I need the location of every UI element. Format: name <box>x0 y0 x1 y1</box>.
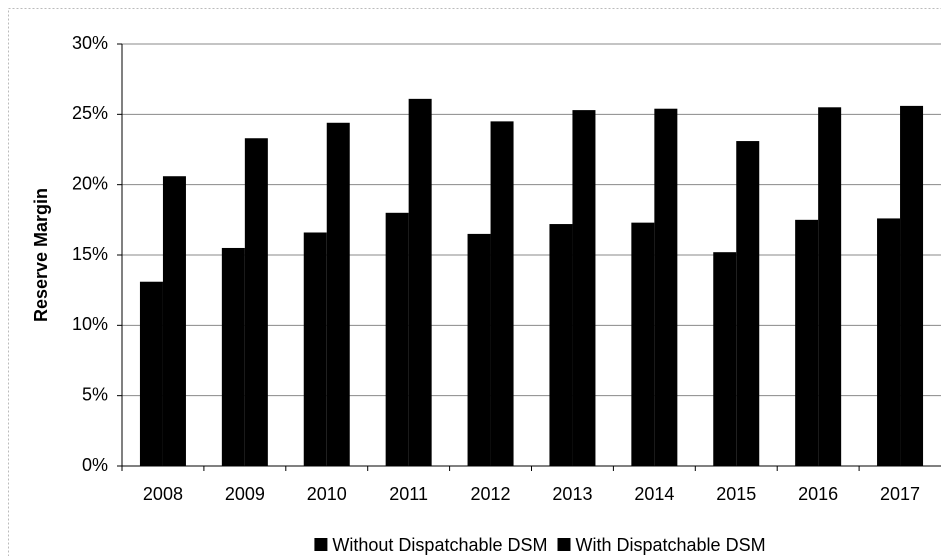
y-tick-label: 5% <box>82 384 108 404</box>
bar <box>162 176 186 466</box>
x-tick-label: 2008 <box>143 484 183 504</box>
y-tick-label: 15% <box>72 244 108 264</box>
bar <box>467 233 491 466</box>
legend-swatch <box>314 538 328 551</box>
bar <box>490 121 514 466</box>
bar <box>326 122 350 467</box>
x-tick-label: 2012 <box>471 484 511 504</box>
chart-frame <box>8 8 941 556</box>
x-tick-label: 2010 <box>307 484 347 504</box>
y-tick-label: 10% <box>72 314 108 334</box>
x-tick-label: 2016 <box>798 484 838 504</box>
bar <box>244 138 268 466</box>
y-tick-label: 20% <box>72 173 108 193</box>
bar <box>139 281 163 466</box>
bar <box>572 110 596 466</box>
x-tick-label: 2011 <box>389 484 428 504</box>
bar <box>549 224 573 466</box>
x-tick-label: 2013 <box>552 484 592 504</box>
bar <box>877 218 901 466</box>
bar <box>818 107 842 467</box>
bar <box>795 219 819 466</box>
bar <box>713 252 737 466</box>
y-axis-label: Reserve Margin <box>31 188 51 322</box>
bar <box>900 105 924 466</box>
y-tick-label: 30% <box>72 33 108 53</box>
x-tick-label: 2009 <box>225 484 265 504</box>
bar <box>736 141 760 466</box>
y-tick-label: 25% <box>72 103 108 123</box>
legend-label: With Dispatchable DSM <box>576 535 766 555</box>
bar <box>408 98 432 467</box>
x-tick-label: 2017 <box>880 484 920 504</box>
legend-swatch <box>557 538 571 551</box>
bar <box>654 108 678 466</box>
y-tick-label: 0% <box>82 455 108 475</box>
legend-label: Without Dispatchable DSM <box>332 535 547 555</box>
bar <box>631 222 655 466</box>
bar <box>385 212 409 466</box>
bar <box>303 232 327 466</box>
bar <box>221 247 245 466</box>
x-tick-label: 2014 <box>634 484 674 504</box>
x-tick-label: 2015 <box>716 484 756 504</box>
